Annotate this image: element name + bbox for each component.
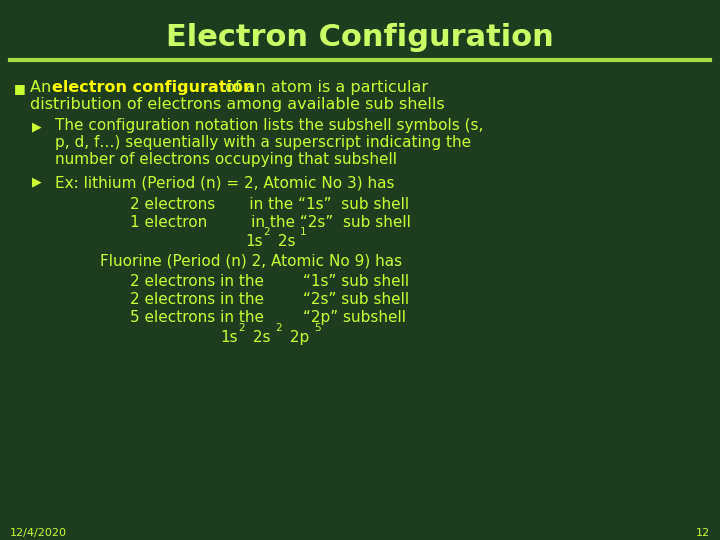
Text: 1s: 1s <box>245 234 263 249</box>
Text: Electron Configuration: Electron Configuration <box>166 24 554 52</box>
Text: 2 electrons in the        “1s” sub shell: 2 electrons in the “1s” sub shell <box>130 274 409 289</box>
Text: 2p: 2p <box>285 330 310 345</box>
Text: number of electrons occupying that subshell: number of electrons occupying that subsh… <box>55 152 397 167</box>
Text: 1 electron         in the “2s”  sub shell: 1 electron in the “2s” sub shell <box>130 215 411 230</box>
Text: The configuration notation lists the subshell symbols (s,: The configuration notation lists the sub… <box>55 118 483 133</box>
Text: 2 electrons       in the “1s”  sub shell: 2 electrons in the “1s” sub shell <box>130 197 409 212</box>
Text: 2: 2 <box>263 227 269 237</box>
Text: An: An <box>30 80 56 95</box>
Text: 2: 2 <box>275 323 282 333</box>
Text: 5: 5 <box>314 323 320 333</box>
Text: 2: 2 <box>238 323 245 333</box>
Text: ■: ■ <box>14 82 26 95</box>
Text: 2s: 2s <box>273 234 295 249</box>
Text: Fluorine (Period (n) 2, Atomic No 9) has: Fluorine (Period (n) 2, Atomic No 9) has <box>100 254 402 269</box>
Text: ▶: ▶ <box>32 120 42 133</box>
Text: 2 electrons in the        “2s” sub shell: 2 electrons in the “2s” sub shell <box>130 292 409 307</box>
Text: ▶: ▶ <box>32 175 42 188</box>
Text: 5 electrons in the        “2p” subshell: 5 electrons in the “2p” subshell <box>130 310 406 325</box>
Text: 12: 12 <box>696 528 710 538</box>
Text: 12/4/2020: 12/4/2020 <box>10 528 67 538</box>
Text: of an atom is a particular: of an atom is a particular <box>220 80 428 95</box>
Text: 2s: 2s <box>248 330 271 345</box>
Text: 1: 1 <box>300 227 307 237</box>
Text: electron configuration: electron configuration <box>52 80 254 95</box>
Text: p, d, f…) sequentially with a superscript indicating the: p, d, f…) sequentially with a superscrip… <box>55 135 471 150</box>
Text: 1s: 1s <box>220 330 238 345</box>
Text: distribution of electrons among available sub shells: distribution of electrons among availabl… <box>30 97 445 112</box>
Text: Ex: lithium (Period (n) = 2, Atomic No 3) has: Ex: lithium (Period (n) = 2, Atomic No 3… <box>55 175 395 190</box>
